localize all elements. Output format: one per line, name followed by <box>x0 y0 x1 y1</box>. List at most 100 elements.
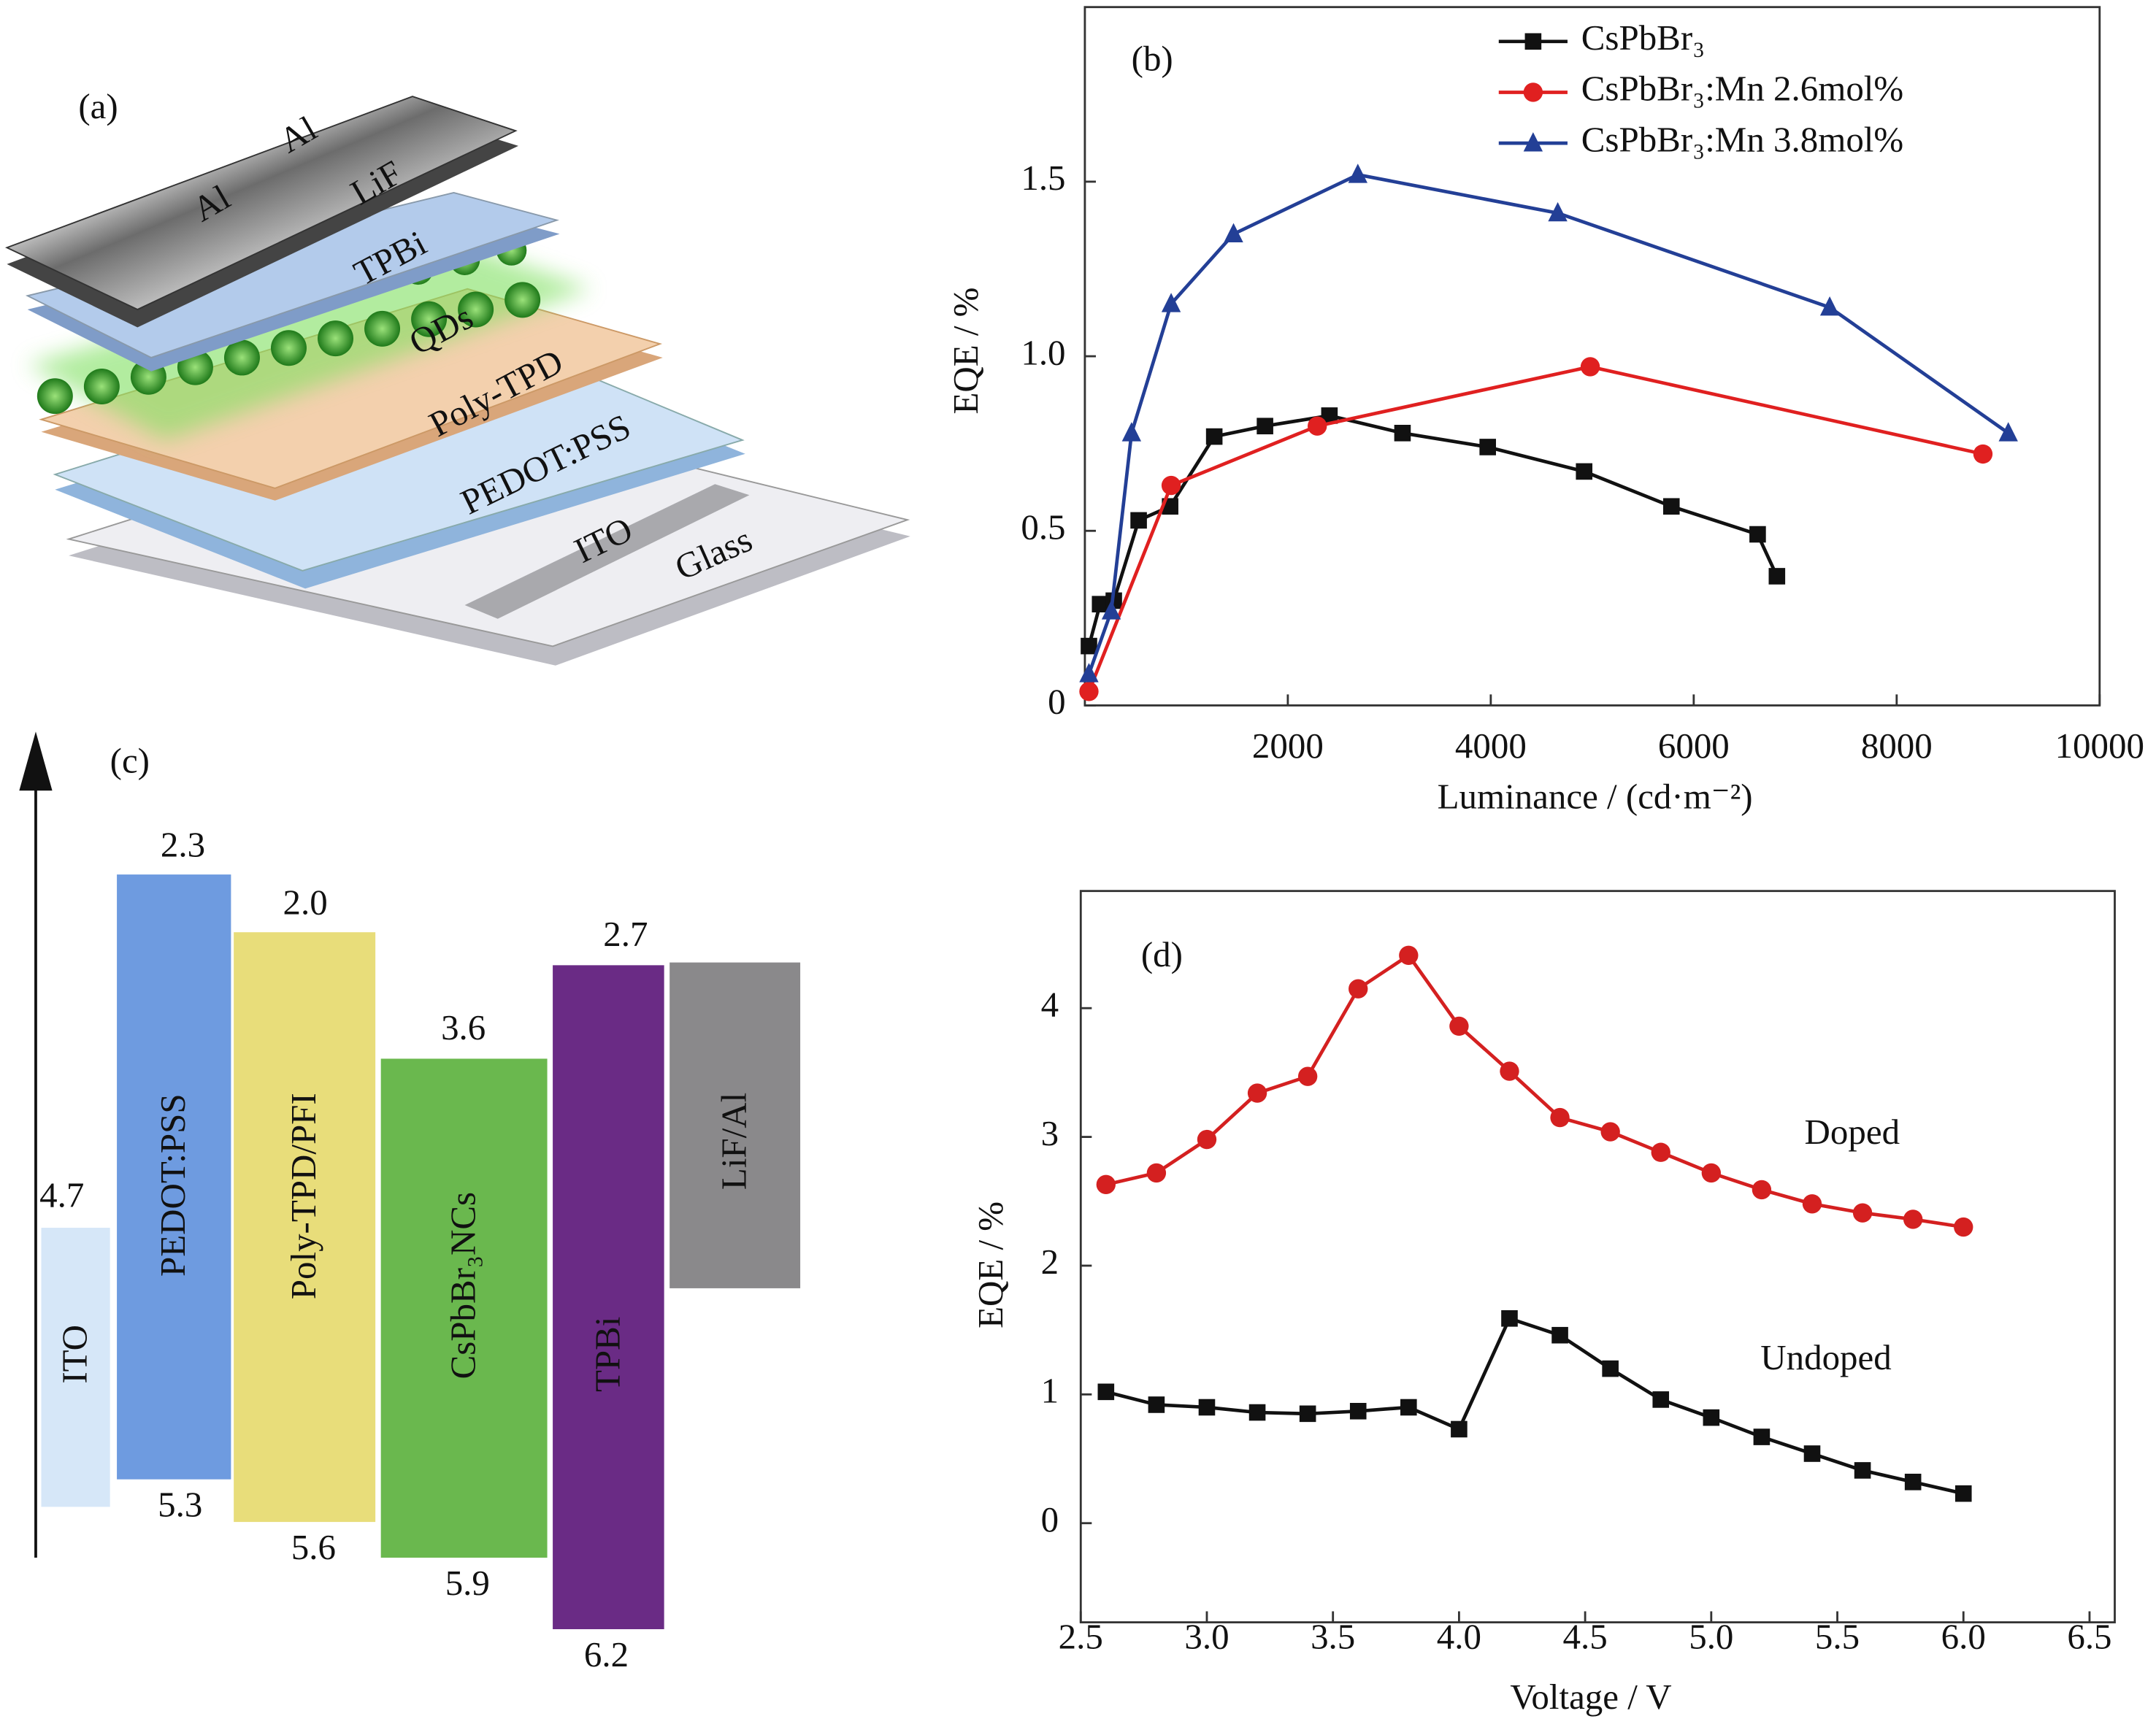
level-box <box>553 965 664 1629</box>
level-value: 2.3 <box>161 825 205 865</box>
marker <box>1903 1209 1923 1229</box>
marker <box>1079 663 1099 682</box>
marker <box>1224 223 1243 242</box>
marker <box>1247 1083 1267 1103</box>
y-axis-label: EQE / % <box>945 288 986 415</box>
level-value: 5.9 <box>445 1563 490 1603</box>
level-value: 4.7 <box>39 1175 84 1215</box>
marker <box>1394 425 1411 442</box>
marker <box>1097 1383 1115 1401</box>
quantum-dot <box>318 320 354 357</box>
marker <box>1600 1122 1620 1142</box>
marker <box>1248 1404 1266 1421</box>
x-axis-label: Voltage / V <box>1510 1677 1671 1717</box>
marker <box>1321 407 1338 424</box>
metal <box>4 96 518 311</box>
legend-label: CsPbBr₃ <box>1581 18 1705 58</box>
marker <box>1998 422 2018 442</box>
ito-strip <box>464 484 750 619</box>
level-box <box>234 932 376 1523</box>
legend-marker <box>1524 33 1542 50</box>
marker <box>1803 1445 1821 1462</box>
marker <box>1550 1107 1570 1128</box>
series-line <box>1105 953 1964 1229</box>
quantum-dot <box>411 301 448 337</box>
marker <box>1400 1399 1417 1416</box>
y-tick-label: 0 <box>1041 1499 1059 1539</box>
marker <box>1079 682 1099 701</box>
x-tick-label: 4.5 <box>1563 1616 1608 1656</box>
marker <box>1904 1474 1922 1491</box>
level-box <box>670 962 801 1288</box>
marker <box>1198 1399 1216 1416</box>
y-axis-label: EQE / % <box>970 1201 1010 1328</box>
marker <box>1576 463 1593 480</box>
x-tick-label: 4.0 <box>1437 1616 1481 1656</box>
plot-frame <box>1079 890 2116 1623</box>
y-tick-label: 0 <box>1048 682 1065 722</box>
marker <box>1479 439 1496 455</box>
marker <box>1753 1428 1771 1445</box>
marker <box>1973 444 1993 464</box>
y-tick-label: 1 <box>1041 1371 1059 1411</box>
legend-label: CsPbBr₃:Mn 2.6mol% <box>1581 69 1903 109</box>
x-tick-label: 2.5 <box>1059 1616 1103 1656</box>
marker <box>1662 498 1680 515</box>
marker <box>1205 428 1223 445</box>
marker <box>1749 526 1766 543</box>
x-tick-label: 5.5 <box>1815 1616 1860 1656</box>
marker <box>1602 1360 1619 1377</box>
layer-name: PEDOT:PSS <box>153 1093 193 1277</box>
marker <box>1852 1203 1873 1223</box>
marker <box>1308 416 1327 436</box>
marker <box>1954 1217 1973 1237</box>
device-schematic <box>4 96 910 666</box>
marker <box>1954 1485 1972 1502</box>
marker <box>1399 945 1419 966</box>
x-tick-label: 3.0 <box>1184 1616 1229 1656</box>
marker <box>1768 568 1786 585</box>
series-line <box>1087 413 1779 647</box>
series-line <box>1087 172 2010 675</box>
marker <box>1349 979 1368 999</box>
quantum-dot <box>364 310 401 347</box>
level-value: 6.2 <box>584 1634 629 1674</box>
x-tick-label: 6.5 <box>2067 1616 2111 1656</box>
x-tick-label: 6000 <box>1658 726 1730 766</box>
marker <box>1161 293 1181 312</box>
level-value: 2.0 <box>283 882 327 923</box>
layer-name: ITO <box>55 1325 95 1384</box>
marker <box>1146 1163 1167 1183</box>
x-tick-label: 4000 <box>1455 726 1527 766</box>
level-box <box>380 1058 548 1558</box>
panel-label: (b) <box>1132 38 1173 78</box>
series-annotation: Doped <box>1805 1112 1900 1152</box>
y-tick-label: 4 <box>1041 984 1059 1024</box>
y-tick-label: 1.0 <box>1021 332 1065 372</box>
series-line <box>1105 1316 1964 1496</box>
marker <box>1802 1194 1822 1214</box>
marker <box>1752 1180 1772 1200</box>
x-tick-label: 3.5 <box>1311 1616 1355 1656</box>
legend-marker <box>1523 132 1543 152</box>
legend-marker <box>1523 82 1543 102</box>
marker <box>1500 1061 1519 1081</box>
marker <box>1161 475 1181 496</box>
marker <box>1096 1174 1116 1195</box>
layer-name: TPBi <box>587 1317 627 1392</box>
x-tick-label: 5.0 <box>1689 1616 1733 1656</box>
marker <box>1580 357 1600 377</box>
marker <box>1092 596 1109 612</box>
level-value: 5.3 <box>158 1484 202 1524</box>
layer-name: CsPbBr₃NCs <box>443 1192 483 1379</box>
series-line <box>1087 365 1984 693</box>
y-tick-label: 1.5 <box>1021 158 1065 198</box>
marker <box>1349 1402 1367 1420</box>
plot-frame <box>1083 6 2101 707</box>
marker <box>1297 1066 1318 1086</box>
marker <box>1257 418 1273 435</box>
marker <box>1130 512 1147 529</box>
x-tick-label: 2000 <box>1252 726 1324 766</box>
